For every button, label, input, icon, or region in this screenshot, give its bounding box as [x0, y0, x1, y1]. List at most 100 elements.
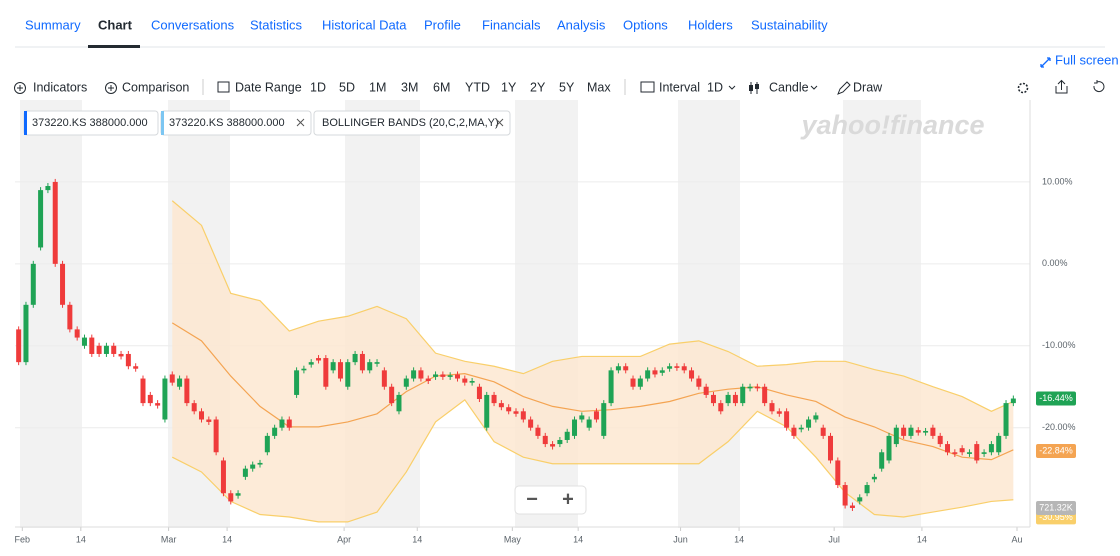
candle — [615, 366, 621, 371]
candle — [469, 380, 475, 383]
nav-tab[interactable]: Profile — [424, 17, 461, 32]
candle — [118, 353, 124, 357]
candle — [206, 419, 212, 422]
candle — [981, 452, 987, 454]
candle — [498, 403, 504, 408]
zoom-out[interactable]: − — [526, 488, 538, 510]
candle — [623, 366, 629, 371]
share-icon[interactable] — [1055, 79, 1068, 94]
candle — [1003, 403, 1009, 436]
candle — [937, 435, 943, 445]
range-button[interactable]: 5D — [339, 80, 355, 94]
candle — [447, 375, 453, 377]
caret — [728, 85, 736, 90]
candle — [257, 462, 263, 465]
candle — [871, 476, 877, 480]
candle — [857, 497, 863, 502]
x-tick-label: 14 — [734, 534, 744, 544]
candle — [674, 366, 680, 368]
candle — [952, 452, 958, 454]
candle — [133, 366, 139, 369]
chip-close[interactable] — [495, 118, 504, 127]
candle — [601, 403, 607, 436]
interval-icon — [640, 81, 655, 93]
candle — [220, 460, 226, 494]
candle — [681, 366, 687, 371]
candle — [930, 427, 936, 436]
candle — [776, 411, 782, 414]
range-button[interactable]: 1M — [369, 80, 386, 94]
candle — [550, 444, 556, 447]
candle — [140, 378, 146, 404]
indicators-button[interactable]: Indicators — [33, 80, 87, 94]
candle — [813, 415, 819, 420]
comparison-button[interactable]: Comparison — [122, 80, 189, 94]
range-button[interactable]: 6M — [433, 80, 450, 94]
candle — [389, 386, 395, 404]
settings-icon[interactable] — [1017, 82, 1029, 94]
y-tick-label: 10.00% — [1042, 176, 1073, 186]
full-screen[interactable]: Full screen — [1055, 52, 1119, 67]
reset-icon[interactable] — [1093, 80, 1105, 93]
candle — [557, 439, 563, 445]
candle — [798, 427, 804, 430]
candle — [579, 415, 585, 420]
candle — [703, 386, 709, 395]
nav-tab[interactable]: Analysis — [557, 17, 606, 32]
nav-tab[interactable]: Financials — [482, 17, 541, 32]
candle — [67, 304, 73, 330]
candle — [74, 329, 80, 338]
range-button[interactable]: 1Y — [501, 80, 517, 94]
nav-tab[interactable]: Sustainability — [751, 17, 828, 32]
comparison-icon — [108, 85, 114, 91]
candle — [908, 427, 914, 436]
watermark: yahoo!finance — [799, 110, 984, 140]
candle — [484, 394, 490, 428]
volume-label: 721.32K — [1039, 502, 1073, 512]
nav-tab[interactable]: Summary — [25, 17, 81, 32]
candle — [235, 493, 241, 496]
caret — [810, 85, 818, 90]
candle — [45, 186, 51, 191]
interval-button[interactable]: Interval — [659, 80, 700, 94]
range-button[interactable]: 2Y — [530, 80, 546, 94]
candle — [645, 370, 651, 379]
x-tick-label: May — [504, 534, 522, 544]
range-button[interactable]: 3M — [401, 80, 418, 94]
candle — [433, 374, 439, 377]
candle — [593, 411, 599, 420]
candle — [842, 485, 848, 506]
candle — [323, 358, 329, 387]
candle — [879, 452, 885, 469]
candle — [630, 378, 636, 387]
nav-tab[interactable]: Holders — [688, 17, 733, 32]
chart-style-button[interactable]: Candle — [769, 80, 809, 94]
nav-tab[interactable]: Chart — [98, 17, 133, 32]
candle — [491, 394, 497, 404]
chip-label: BOLLINGER BANDS (20,C,2,MA,Y) — [322, 117, 499, 129]
nav-tab[interactable]: Options — [623, 17, 668, 32]
chip-color-bar — [161, 111, 164, 135]
interval-value[interactable]: 1D — [707, 80, 723, 94]
range-button[interactable]: YTD — [465, 80, 490, 94]
nav-tab[interactable]: Statistics — [250, 17, 303, 32]
range-button[interactable]: 1D — [310, 80, 326, 94]
candle — [16, 329, 22, 363]
candle — [528, 419, 534, 428]
candle-icon — [749, 85, 753, 91]
candle — [454, 374, 460, 379]
range-button[interactable]: 5Y — [559, 80, 575, 94]
chip-close[interactable] — [296, 118, 305, 127]
price-label-box — [1036, 391, 1076, 406]
date-range-button[interactable]: Date Range — [235, 80, 302, 94]
x-tick-label: Jun — [673, 534, 688, 544]
draw-button[interactable]: Draw — [853, 80, 883, 94]
candle — [169, 374, 175, 383]
nav-tab[interactable]: Conversations — [151, 17, 235, 32]
candle — [418, 370, 424, 379]
nav-tab[interactable]: Historical Data — [322, 17, 407, 32]
candle — [103, 345, 109, 354]
candle — [191, 403, 197, 412]
zoom-in[interactable]: + — [562, 488, 574, 510]
range-button[interactable]: Max — [587, 80, 611, 94]
